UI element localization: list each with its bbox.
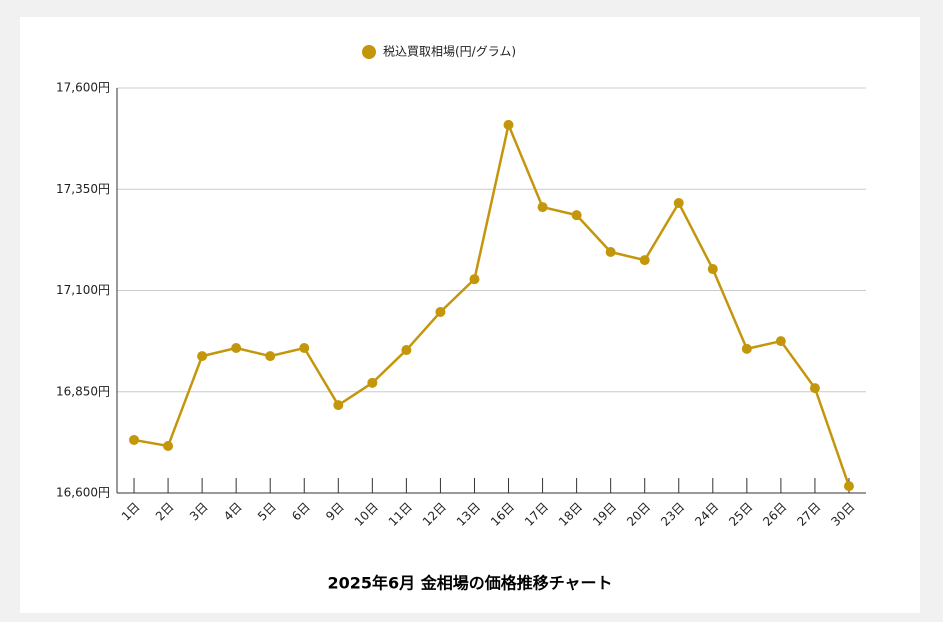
y-tick-label: 17,350円 [56,182,110,196]
point [605,247,616,258]
point [299,343,310,354]
point [809,383,820,394]
point [843,481,854,492]
y-tick-label: 17,100円 [56,283,110,297]
point [775,336,786,347]
point [333,400,344,411]
point [401,345,412,356]
point [367,377,378,388]
point [163,441,174,452]
legend-marker [362,45,376,59]
y-tick-label: 17,600円 [56,81,110,95]
line [133,120,851,487]
legend-label: 税込買取相場(円/グラム) [383,45,516,59]
point [503,119,514,130]
point [435,306,446,317]
point [129,434,140,445]
point [741,343,752,354]
chart-card [20,17,920,613]
point [707,264,718,275]
point [231,343,242,354]
point [469,274,480,285]
point [639,255,650,266]
point [537,202,548,213]
point [197,351,208,362]
y-tick-label: 16,600円 [56,486,110,500]
point [265,351,276,362]
chart-title: 2025年6月 金相場の価格推移チャート [327,574,612,593]
point [571,210,582,221]
point [673,198,684,209]
y-tick-label: 16,850円 [56,384,110,398]
